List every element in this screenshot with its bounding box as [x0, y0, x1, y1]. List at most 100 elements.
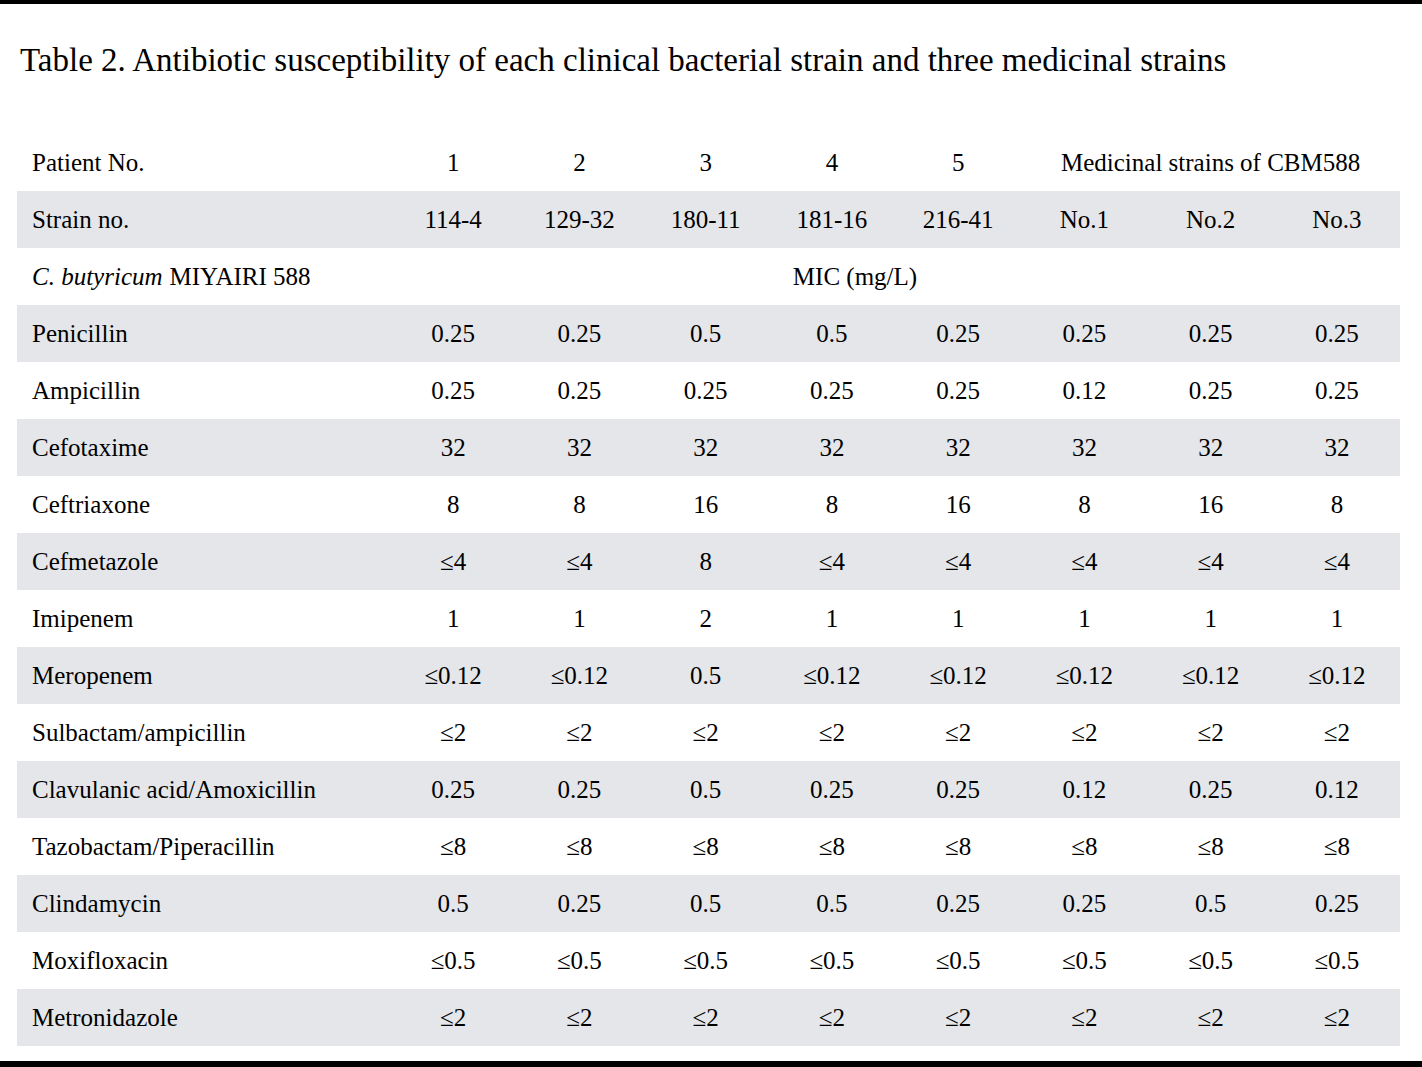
- antibiotic-row: Cefotaxime3232323232323232: [17, 419, 1400, 476]
- patient-number: 3: [643, 134, 769, 191]
- mic-value: ≤2: [1274, 704, 1400, 761]
- mic-value: ≤4: [895, 533, 1021, 590]
- mic-value: ≤0.12: [769, 647, 895, 704]
- mic-value: 1: [390, 590, 516, 647]
- mic-value: 0.25: [516, 761, 642, 818]
- mic-value: ≤0.5: [769, 932, 895, 989]
- mic-value: ≤0.5: [516, 932, 642, 989]
- strain-id: No.2: [1148, 191, 1274, 248]
- strain-id: 129-32: [516, 191, 642, 248]
- species-name-rest: MIYAIRI 588: [170, 263, 311, 290]
- strain-header-row: Strain no. 114-4 129-32 180-11 181-16 21…: [17, 191, 1400, 248]
- antibiotic-row: Moxifloxacin≤0.5≤0.5≤0.5≤0.5≤0.5≤0.5≤0.5…: [17, 932, 1400, 989]
- strain-id: No.1: [1021, 191, 1147, 248]
- mic-value: ≤2: [516, 989, 642, 1046]
- mic-value: ≤0.12: [516, 647, 642, 704]
- mic-value: 1: [1021, 590, 1147, 647]
- mic-value: 2: [643, 590, 769, 647]
- patient-header-row: Patient No. 1 2 3 4 5 Medicinal strains …: [17, 134, 1400, 191]
- antibiotic-name: Clavulanic acid/Amoxicillin: [17, 761, 390, 818]
- mic-value: 0.5: [643, 305, 769, 362]
- antibiotic-name: Cefmetazole: [17, 533, 390, 590]
- mic-value: 0.12: [1274, 761, 1400, 818]
- mic-value: 32: [1274, 419, 1400, 476]
- mic-value: 8: [769, 476, 895, 533]
- mic-value: ≤4: [1274, 533, 1400, 590]
- mic-value: 16: [1148, 476, 1274, 533]
- strain-id: 114-4: [390, 191, 516, 248]
- antibiotic-row: Ampicillin0.250.250.250.250.250.120.250.…: [17, 362, 1400, 419]
- antibiotic-row: Sulbactam/ampicillin≤2≤2≤2≤2≤2≤2≤2≤2: [17, 704, 1400, 761]
- mic-value: 1: [1274, 590, 1400, 647]
- antibiotic-name: Imipenem: [17, 590, 390, 647]
- mic-value: 32: [1021, 419, 1147, 476]
- antibiotic-name: Moxifloxacin: [17, 932, 390, 989]
- mic-value: 0.5: [769, 875, 895, 932]
- mic-value: ≤2: [1148, 989, 1274, 1046]
- mic-value: 0.25: [895, 362, 1021, 419]
- mic-value: 0.25: [1274, 305, 1400, 362]
- mic-value: ≤2: [769, 704, 895, 761]
- patient-number: 5: [895, 134, 1021, 191]
- patient-header-label: Patient No.: [17, 134, 390, 191]
- mic-value: 0.25: [769, 761, 895, 818]
- mic-value: ≤0.5: [1021, 932, 1147, 989]
- mic-value: 0.25: [1148, 362, 1274, 419]
- strain-header-label: Strain no.: [17, 191, 390, 248]
- mic-value: 0.5: [643, 875, 769, 932]
- mic-value: ≤8: [390, 818, 516, 875]
- antibiotic-row: Meropenem≤0.12≤0.120.5≤0.12≤0.12≤0.12≤0.…: [17, 647, 1400, 704]
- mic-value: 0.25: [643, 362, 769, 419]
- antibiotic-name: Ceftriaxone: [17, 476, 390, 533]
- antibiotic-row: Metronidazole≤2≤2≤2≤2≤2≤2≤2≤2: [17, 989, 1400, 1046]
- mic-value: ≤8: [643, 818, 769, 875]
- mic-value: ≤0.12: [1148, 647, 1274, 704]
- mic-value: 0.25: [516, 305, 642, 362]
- mic-value: 0.25: [516, 875, 642, 932]
- mic-value: ≤0.5: [1274, 932, 1400, 989]
- mic-value: 1: [1148, 590, 1274, 647]
- mic-value: ≤2: [1021, 704, 1147, 761]
- mic-value: 0.25: [769, 362, 895, 419]
- table-title: Table 2. Antibiotic susceptibility of ea…: [20, 42, 1226, 78]
- mic-value: ≤2: [1274, 989, 1400, 1046]
- mic-units-header-cell: MIC (mg/L): [390, 248, 1400, 305]
- mic-value: ≤0.12: [895, 647, 1021, 704]
- mic-value: ≤4: [1021, 533, 1147, 590]
- antibiotic-row: Cefmetazole≤4≤48≤4≤4≤4≤4≤4: [17, 533, 1400, 590]
- patient-number: 4: [769, 134, 895, 191]
- antibiotic-name: Tazobactam/Piperacillin: [17, 818, 390, 875]
- mic-value: 32: [769, 419, 895, 476]
- mic-value: 0.25: [1148, 305, 1274, 362]
- species-name-italic: C. butyricum: [32, 263, 163, 290]
- mic-value: ≤8: [769, 818, 895, 875]
- mic-units-header: MIC (mg/L): [793, 263, 917, 290]
- top-rule: [0, 0, 1422, 4]
- mic-value: 0.25: [390, 362, 516, 419]
- mic-value: ≤2: [390, 989, 516, 1046]
- mic-value: 1: [769, 590, 895, 647]
- antibiotic-susceptibility-table: Patient No. 1 2 3 4 5 Medicinal strains …: [17, 134, 1400, 1046]
- species-header-row: C. butyricum MIYAIRI 588 MIC (mg/L): [17, 248, 1400, 305]
- mic-value: 8: [1274, 476, 1400, 533]
- mic-value: ≤4: [1148, 533, 1274, 590]
- mic-value: ≤2: [516, 704, 642, 761]
- mic-value: ≤4: [516, 533, 642, 590]
- mic-value: 0.25: [895, 875, 1021, 932]
- medicinal-strains-header: Medicinal strains of CBM588: [1021, 134, 1400, 191]
- mic-value: 0.25: [390, 305, 516, 362]
- mic-value: ≤0.12: [390, 647, 516, 704]
- mic-value: ≤0.5: [1148, 932, 1274, 989]
- mic-value: 0.25: [895, 305, 1021, 362]
- antibiotic-name: Sulbactam/ampicillin: [17, 704, 390, 761]
- mic-value: 0.12: [1021, 761, 1147, 818]
- antibiotic-row: Imipenem11211111: [17, 590, 1400, 647]
- antibiotic-name: Cefotaxime: [17, 419, 390, 476]
- mic-value: ≤2: [895, 704, 1021, 761]
- antibiotic-name: Penicillin: [17, 305, 390, 362]
- mic-value: 0.5: [1148, 875, 1274, 932]
- species-name: C. butyricum MIYAIRI 588: [17, 248, 390, 305]
- antibiotic-rows: Penicillin0.250.250.50.50.250.250.250.25…: [17, 305, 1400, 1046]
- mic-value: ≤8: [1274, 818, 1400, 875]
- mic-value: ≤2: [1148, 704, 1274, 761]
